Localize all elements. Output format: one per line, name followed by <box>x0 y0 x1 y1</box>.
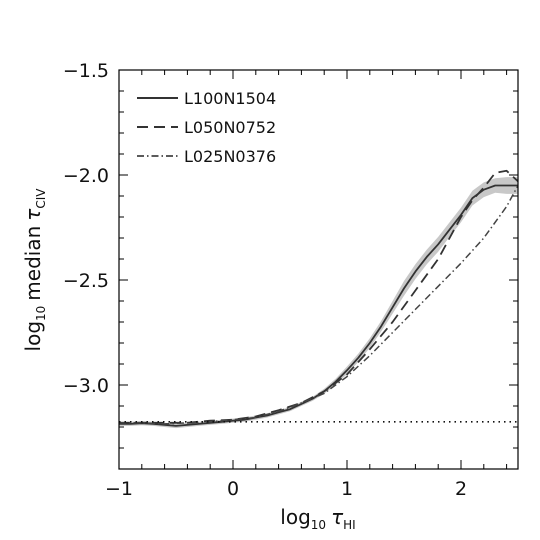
legend-label-L050N0752: L050N0752 <box>184 118 276 137</box>
x-tick-label: 1 <box>341 478 353 500</box>
y-tick-label: −2.0 <box>63 165 109 187</box>
plot-area <box>119 169 518 429</box>
plot-frame <box>118 69 519 470</box>
x-tick-label: −1 <box>105 478 133 500</box>
series-line-L100N1504 <box>119 184 518 427</box>
y-tick-label: −2.5 <box>63 270 109 292</box>
x-axis-label: log10 τHI <box>280 505 355 532</box>
series-line-L050N0752 <box>119 169 518 424</box>
axes: −1 0 1 2 −3.0 −2.5 −2.0 −1.5 <box>63 60 519 500</box>
legend-label-L025N0376: L025N0376 <box>184 147 276 166</box>
series-line-L025N0376 <box>119 185 518 425</box>
legend: L100N1504 L050N0752 L025N0376 <box>137 89 276 166</box>
series-band-L100N1504 <box>119 177 518 429</box>
x-tick-label: 0 <box>227 478 239 500</box>
y-tick-label: −3.0 <box>63 375 109 397</box>
plot-series <box>119 169 518 429</box>
x-tick-label: 2 <box>455 478 467 500</box>
y-axis-label: log10medianτCIV <box>21 188 48 352</box>
y-tick-label: −1.5 <box>63 60 109 82</box>
legend-label-L100N1504: L100N1504 <box>184 89 276 108</box>
